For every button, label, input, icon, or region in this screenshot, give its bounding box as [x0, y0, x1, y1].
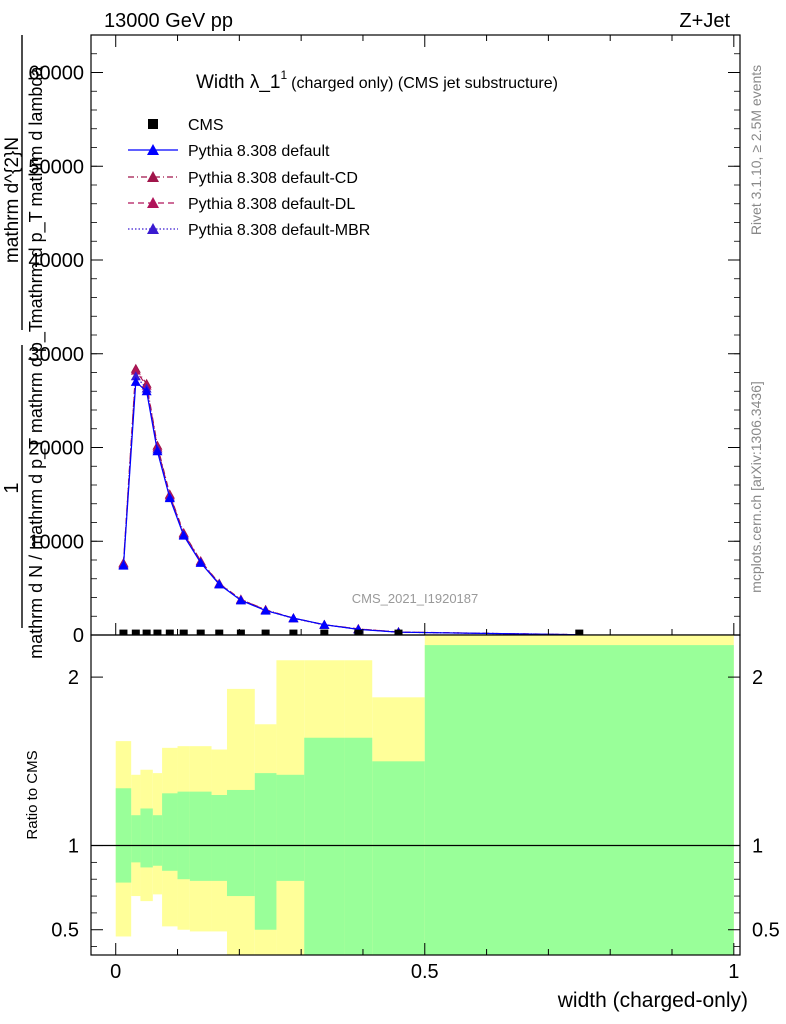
- cms-point: [131, 629, 140, 635]
- cms-point: [215, 629, 224, 635]
- main-ytick-label: 10000: [28, 531, 84, 553]
- series-point: [130, 376, 141, 386]
- legend: CMS Pythia 8.308 default Pythia 8.308 defa…: [128, 117, 370, 239]
- cms-point: [153, 629, 162, 635]
- ratio-band-inner: [162, 793, 178, 871]
- cms-point: [236, 629, 245, 635]
- series-point: [288, 613, 299, 623]
- plot-title-sup: 1: [280, 68, 287, 82]
- main-ytick-label: 30000: [28, 344, 84, 366]
- plot-title-suffix: (charged only) (CMS jet substructure): [291, 75, 558, 92]
- plot-title-main: Width λ_1: [196, 72, 280, 93]
- series-point: [235, 595, 246, 605]
- legend-label: Pythia 8.308 default: [188, 143, 330, 160]
- main-ytick-label: 60000: [28, 63, 84, 85]
- ratio-band-inner: [140, 808, 153, 868]
- mcplots-text: mcplots.cern.ch [arXiv:1306.3436]: [748, 381, 764, 593]
- ratio-band-inner: [276, 774, 305, 881]
- legend-marker: [147, 197, 159, 208]
- main-ytick-label: 20000: [28, 438, 84, 460]
- main-ytick-label: 40000: [28, 250, 84, 272]
- cms-point: [165, 629, 174, 635]
- ratio-band-inner: [226, 789, 255, 897]
- ratio-band-inner: [424, 645, 734, 955]
- series-point: [178, 530, 189, 540]
- ratio-band-inner: [152, 815, 163, 866]
- rivet-version-text: Rivet 3.1.10, ≥ 2.5M events: [748, 65, 764, 235]
- main-y-ticks: 0 10000 20000 30000 40000 50000 60000: [28, 34, 740, 647]
- cms-point: [196, 629, 205, 635]
- main-y-label: 1 mathrm d N / mathrm d p_T mathrm d p_T…: [1, 35, 47, 659]
- series-point: [260, 605, 271, 615]
- ratio-band-inner: [177, 791, 190, 880]
- ratio-band-inner: [254, 773, 277, 930]
- series-point: [164, 493, 175, 503]
- cms-point: [289, 629, 298, 635]
- legend-marker: [147, 171, 159, 182]
- ratio-x-ticks: 0 0.5 1: [110, 943, 739, 983]
- ratio-ytick-label-right: 2: [752, 667, 763, 689]
- ratio-band-inner: [344, 737, 373, 955]
- xtick-label: 0: [110, 961, 121, 983]
- ratio-panel: 0.5 0.51 12 2 0 0.5 1 Ratio to CMS width (cha…: [24, 634, 780, 1012]
- cms-point: [261, 629, 270, 635]
- xtick-label: 1: [728, 961, 739, 983]
- ratio-ytick-label: 0.5: [51, 920, 79, 942]
- cms-point: [142, 629, 151, 635]
- legend-label: Pythia 8.308 default-CD: [188, 170, 358, 187]
- series-point: [195, 557, 206, 567]
- plot-title: Width λ_11 (charged only) (CMS jet substr…: [196, 68, 558, 93]
- main-panel: 0 10000 20000 30000 40000 50000 60000 Width λ_…: [1, 34, 741, 659]
- series-point: [141, 386, 152, 396]
- ratio-ytick-label-right: 0.5: [752, 920, 780, 942]
- ratio-y-ticks: 0.5 0.5 1 1 2 2: [51, 667, 780, 947]
- ratio-ytick-label: 2: [68, 667, 79, 689]
- legend-label: CMS: [188, 117, 224, 134]
- watermark: CMS_2021_I1920187: [352, 591, 479, 606]
- cms-point: [179, 629, 188, 635]
- ratio-band-inner: [372, 761, 425, 955]
- ylabel-line-3: mathrm d^{2}N: [2, 137, 23, 263]
- ratio-frame: [90, 634, 741, 956]
- ratio-y-label: Ratio to CMS: [24, 750, 41, 839]
- main-ytick-label: 0: [73, 625, 84, 647]
- main-ytick-label: 50000: [28, 156, 84, 178]
- header-right: Z+Jet: [679, 10, 730, 32]
- main-x-ticks: [115, 35, 735, 635]
- cms-point: [119, 629, 128, 635]
- legend-marker: [147, 144, 159, 155]
- xtick-label: 0.5: [411, 961, 439, 983]
- ratio-band-inner: [304, 737, 345, 955]
- series-point: [319, 619, 330, 629]
- series-point: [214, 579, 225, 589]
- legend-label: Pythia 8.308 default-DL: [188, 196, 355, 213]
- series-point: [130, 371, 141, 381]
- legend-label: Pythia 8.308 default-MBR: [188, 222, 370, 239]
- ratio-band-inner: [115, 788, 132, 883]
- ylabel-line-4: mathrm d p_T mathrm d lambda: [26, 66, 47, 324]
- ratio-ytick-label-right: 1: [752, 836, 763, 858]
- legend-marker-cms: [148, 119, 158, 129]
- cms-point: [354, 629, 363, 635]
- series-point: [152, 446, 163, 456]
- cms-point: [320, 629, 329, 635]
- ylabel-line-2: mathrm d N / mathrm d p_T mathrm d p_T: [26, 321, 47, 659]
- series-point: [118, 560, 129, 570]
- ratio-ytick-label: 1: [68, 836, 79, 858]
- ratio-band-inner: [189, 791, 212, 881]
- x-axis-label: width (charged-only): [557, 989, 748, 1012]
- cms-point: [575, 629, 584, 635]
- ratio-data-layer: [91, 635, 740, 955]
- header-left: 13000 GeV pp: [104, 10, 233, 32]
- main-data-layer: [118, 363, 584, 635]
- series-point: [130, 365, 141, 375]
- ratio-band-inner: [211, 795, 227, 881]
- ratio-band-inner: [131, 815, 141, 863]
- legend-marker: [147, 223, 159, 234]
- cms-point: [394, 629, 403, 635]
- ylabel-line-1: 1: [1, 482, 23, 493]
